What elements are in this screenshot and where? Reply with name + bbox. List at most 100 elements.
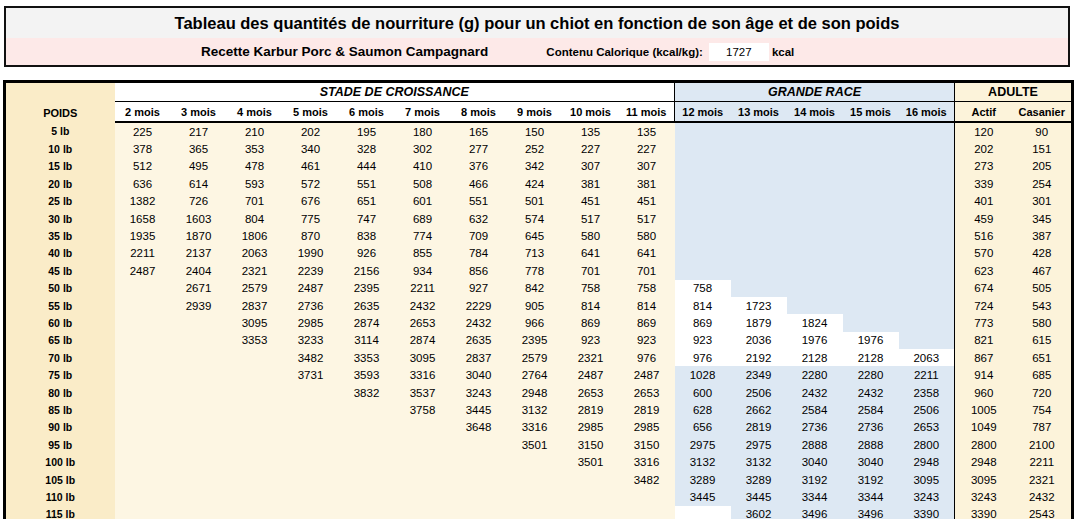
value-cell[interactable]: 754 [1013,401,1073,418]
value-cell[interactable]: 2487 [115,262,171,279]
value-cell[interactable]: 551 [339,175,395,192]
value-cell[interactable]: 3289 [675,471,731,488]
value-cell[interactable]: 1976 [843,332,899,349]
value-cell[interactable]: 90 [1013,122,1073,140]
value-cell[interactable]: 2063 [227,245,283,262]
value-cell[interactable]: 302 [395,140,451,157]
value-cell[interactable]: 2487 [563,366,619,383]
value-cell[interactable] [731,175,787,192]
value-cell[interactable]: 512 [115,158,171,175]
value-cell[interactable] [507,471,563,488]
value-cell[interactable]: 3593 [339,366,395,383]
value-cell[interactable] [115,366,171,383]
value-cell[interactable]: 775 [283,210,339,227]
value-cell[interactable]: 1658 [115,210,171,227]
value-cell[interactable] [171,332,227,349]
value-cell[interactable]: 651 [1013,349,1073,366]
value-cell[interactable]: 3316 [395,366,451,383]
value-cell[interactable] [843,314,899,331]
value-cell[interactable] [451,488,507,505]
value-cell[interactable] [899,140,955,157]
value-cell[interactable]: 195 [339,122,395,140]
value-cell[interactable]: 724 [955,297,1013,314]
value-cell[interactable] [283,419,339,436]
value-cell[interactable] [787,193,843,210]
value-cell[interactable]: 2506 [731,384,787,401]
value-cell[interactable]: 2653 [563,384,619,401]
value-cell[interactable]: 3233 [283,332,339,349]
value-cell[interactable]: 758 [563,280,619,297]
value-cell[interactable]: 593 [227,175,283,192]
value-cell[interactable]: 2819 [563,401,619,418]
value-cell[interactable]: 645 [507,227,563,244]
value-cell[interactable]: 2975 [675,436,731,453]
value-cell[interactable]: 2800 [899,436,955,453]
value-cell[interactable]: 1806 [227,227,283,244]
value-cell[interactable]: 3095 [227,314,283,331]
value-cell[interactable]: 2487 [283,280,339,297]
value-cell[interactable]: 1879 [731,314,787,331]
value-cell[interactable] [731,262,787,279]
value-cell[interactable] [675,193,731,210]
value-cell[interactable]: 2635 [451,332,507,349]
value-cell[interactable]: 1935 [115,227,171,244]
value-cell[interactable]: 636 [115,175,171,192]
calorie-value-cell[interactable]: 1727 [709,43,769,61]
value-cell[interactable]: 580 [1013,314,1073,331]
value-cell[interactable] [675,227,731,244]
value-cell[interactable]: 726 [171,193,227,210]
value-cell[interactable]: 914 [955,366,1013,383]
value-cell[interactable] [787,280,843,297]
value-cell[interactable]: 2837 [451,349,507,366]
value-cell[interactable]: 2321 [227,262,283,279]
value-cell[interactable]: 641 [619,245,675,262]
value-cell[interactable]: 701 [227,193,283,210]
value-cell[interactable]: 2280 [843,366,899,383]
value-cell[interactable]: 3344 [787,488,843,505]
value-cell[interactable]: 2736 [843,419,899,436]
value-cell[interactable]: 3316 [507,419,563,436]
value-cell[interactable]: 151 [1013,140,1073,157]
value-cell[interactable]: 2432 [843,384,899,401]
value-cell[interactable]: 3132 [731,453,787,470]
value-cell[interactable]: 3602 [731,506,787,519]
value-cell[interactable]: 3132 [507,401,563,418]
value-cell[interactable]: 3095 [955,471,1013,488]
value-cell[interactable]: 778 [507,262,563,279]
value-cell[interactable]: 202 [955,140,1013,157]
value-cell[interactable]: 495 [171,158,227,175]
value-cell[interactable] [115,384,171,401]
value-cell[interactable]: 1005 [955,401,1013,418]
value-cell[interactable]: 307 [563,158,619,175]
value-cell[interactable] [339,488,395,505]
value-cell[interactable] [227,471,283,488]
value-cell[interactable]: 307 [619,158,675,175]
value-cell[interactable]: 3344 [843,488,899,505]
value-cell[interactable]: 3316 [619,453,675,470]
value-cell[interactable] [787,227,843,244]
value-cell[interactable]: 2653 [899,419,955,436]
value-cell[interactable] [787,140,843,157]
value-cell[interactable]: 3482 [619,471,675,488]
value-cell[interactable]: 508 [395,175,451,192]
value-cell[interactable]: 2819 [731,419,787,436]
value-cell[interactable] [171,506,227,519]
value-cell[interactable]: 720 [1013,384,1073,401]
value-cell[interactable] [171,471,227,488]
value-cell[interactable] [227,401,283,418]
value-cell[interactable]: 976 [619,349,675,366]
value-cell[interactable] [731,158,787,175]
value-cell[interactable] [339,471,395,488]
value-cell[interactable]: 600 [675,384,731,401]
value-cell[interactable]: 966 [507,314,563,331]
value-cell[interactable] [115,488,171,505]
value-cell[interactable]: 3243 [955,488,1013,505]
value-cell[interactable]: 501 [507,193,563,210]
value-cell[interactable]: 3648 [451,419,507,436]
value-cell[interactable]: 2432 [787,384,843,401]
value-cell[interactable] [339,453,395,470]
value-cell[interactable] [227,419,283,436]
value-cell[interactable]: 410 [395,158,451,175]
value-cell[interactable] [899,122,955,140]
value-cell[interactable]: 614 [171,175,227,192]
